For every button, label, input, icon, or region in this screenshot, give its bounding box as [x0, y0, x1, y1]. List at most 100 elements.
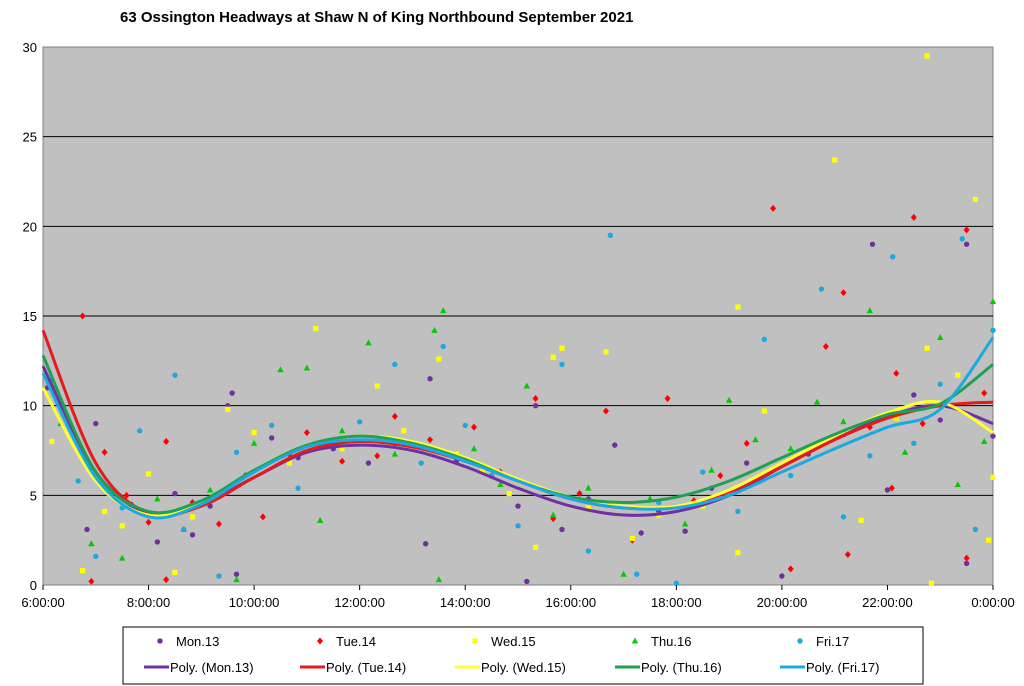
- data-point-thu-16: [954, 481, 962, 488]
- data-point-mon-13: [154, 539, 161, 545]
- legend-marker: [472, 638, 478, 644]
- data-point-fri-17: [75, 478, 81, 484]
- data-point-mon-13: [93, 420, 99, 427]
- legend-label: Wed.15: [491, 634, 536, 649]
- data-point-thu-16: [752, 436, 759, 443]
- data-point-tue-14: [787, 565, 794, 573]
- legend-marker: [317, 637, 323, 645]
- data-point-wed-15: [172, 569, 178, 576]
- data-point-wed-15: [401, 428, 407, 434]
- data-point-thu-16: [470, 445, 478, 452]
- data-point-wed-15: [928, 580, 935, 586]
- data-point-wed-15: [532, 544, 539, 550]
- data-point-tue-14: [88, 577, 95, 585]
- x-tick-label: 0:00:00: [971, 595, 1014, 610]
- data-point-tue-14: [163, 438, 170, 446]
- data-point-fri-17: [890, 254, 896, 260]
- data-point-thu-16: [813, 398, 821, 405]
- data-point-mon-13: [612, 442, 618, 448]
- data-point-fri-17: [959, 236, 965, 242]
- x-tick-label: 20:00:00: [757, 595, 808, 610]
- x-tick-label: 16:00:00: [545, 595, 596, 610]
- data-point-tue-14: [602, 407, 609, 415]
- data-point-tue-14: [471, 423, 478, 431]
- data-point-fri-17: [700, 469, 706, 475]
- data-point-fri-17: [735, 508, 741, 515]
- data-point-tue-14: [919, 420, 926, 428]
- data-point-tue-14: [743, 439, 750, 447]
- data-point-fri-17: [172, 372, 178, 378]
- data-point-mon-13: [911, 392, 917, 398]
- data-point-wed-15: [339, 446, 345, 452]
- legend-label: Mon.13: [176, 634, 219, 649]
- data-point-thu-16: [303, 364, 311, 371]
- data-point-wed-15: [374, 383, 380, 389]
- data-point-wed-15: [286, 460, 292, 466]
- data-point-thu-16: [787, 445, 794, 452]
- data-point-fri-17: [911, 440, 917, 447]
- data-point-tue-14: [822, 342, 829, 350]
- data-point-thu-16: [233, 576, 240, 583]
- data-point-thu-16: [118, 554, 126, 561]
- data-point-fri-17: [392, 361, 398, 368]
- data-point-thu-16: [866, 307, 874, 314]
- data-point-mon-13: [869, 241, 876, 247]
- data-point-tue-14: [963, 226, 970, 234]
- legend-label: Thu.16: [651, 634, 691, 649]
- data-point-wed-15: [480, 467, 486, 473]
- data-point-mon-13: [779, 573, 785, 579]
- data-point-thu-16: [435, 576, 443, 583]
- data-point-wed-15: [550, 354, 556, 360]
- data-point-fri-17: [867, 453, 873, 459]
- legend-label: Poly. (Wed.15): [481, 660, 566, 675]
- data-point-mon-13: [427, 376, 433, 382]
- data-point-tue-14: [259, 513, 266, 521]
- data-point-wed-15: [559, 345, 565, 351]
- y-tick-label: 20: [23, 219, 37, 234]
- data-point-mon-13: [269, 435, 275, 441]
- data-point-tue-14: [339, 457, 346, 465]
- data-point-mon-13: [532, 402, 539, 409]
- data-point-wed-15: [506, 490, 512, 497]
- data-point-fri-17: [673, 580, 680, 586]
- data-point-thu-16: [585, 484, 592, 491]
- chart-title: 63 Ossington Headways at Shaw N of King …: [120, 9, 633, 26]
- data-point-wed-15: [955, 372, 961, 378]
- y-tick-label: 5: [30, 488, 37, 503]
- data-point-fri-17: [607, 232, 614, 238]
- x-tick-label: 10:00:00: [229, 595, 280, 610]
- data-point-mon-13: [189, 532, 196, 538]
- data-point-wed-15: [924, 345, 930, 351]
- y-tick-label: 15: [23, 309, 37, 324]
- data-point-mon-13: [207, 503, 213, 509]
- data-point-mon-13: [84, 526, 90, 533]
- data-point-mon-13: [744, 460, 750, 466]
- data-point-wed-15: [832, 157, 838, 163]
- data-point-thu-16: [549, 511, 557, 518]
- data-point-tue-14: [101, 448, 108, 456]
- x-tick-label: 12:00:00: [334, 595, 385, 610]
- data-point-thu-16: [391, 450, 399, 457]
- data-point-fri-17: [295, 485, 301, 491]
- data-point-fri-17: [585, 548, 592, 554]
- data-point-mon-13: [365, 460, 372, 466]
- legend-label: Poly. (Mon.13): [170, 660, 254, 675]
- data-point-fri-17: [269, 422, 275, 429]
- data-point-tue-14: [391, 412, 398, 420]
- data-point-mon-13: [990, 433, 996, 439]
- data-point-thu-16: [937, 334, 944, 341]
- data-point-tue-14: [123, 491, 130, 499]
- data-point-fri-17: [462, 422, 468, 429]
- data-point-fri-17: [418, 460, 424, 466]
- data-point-thu-16: [681, 520, 689, 527]
- data-point-wed-15: [585, 505, 591, 511]
- data-point-fri-17: [515, 523, 521, 529]
- data-point-wed-15: [990, 474, 996, 480]
- data-point-fri-17: [559, 361, 565, 368]
- data-point-fri-17: [840, 514, 847, 520]
- y-tick-label: 25: [23, 130, 37, 145]
- x-tick-label: 14:00:00: [440, 595, 491, 610]
- data-point-wed-15: [761, 408, 767, 414]
- x-tick-label: 22:00:00: [862, 595, 913, 610]
